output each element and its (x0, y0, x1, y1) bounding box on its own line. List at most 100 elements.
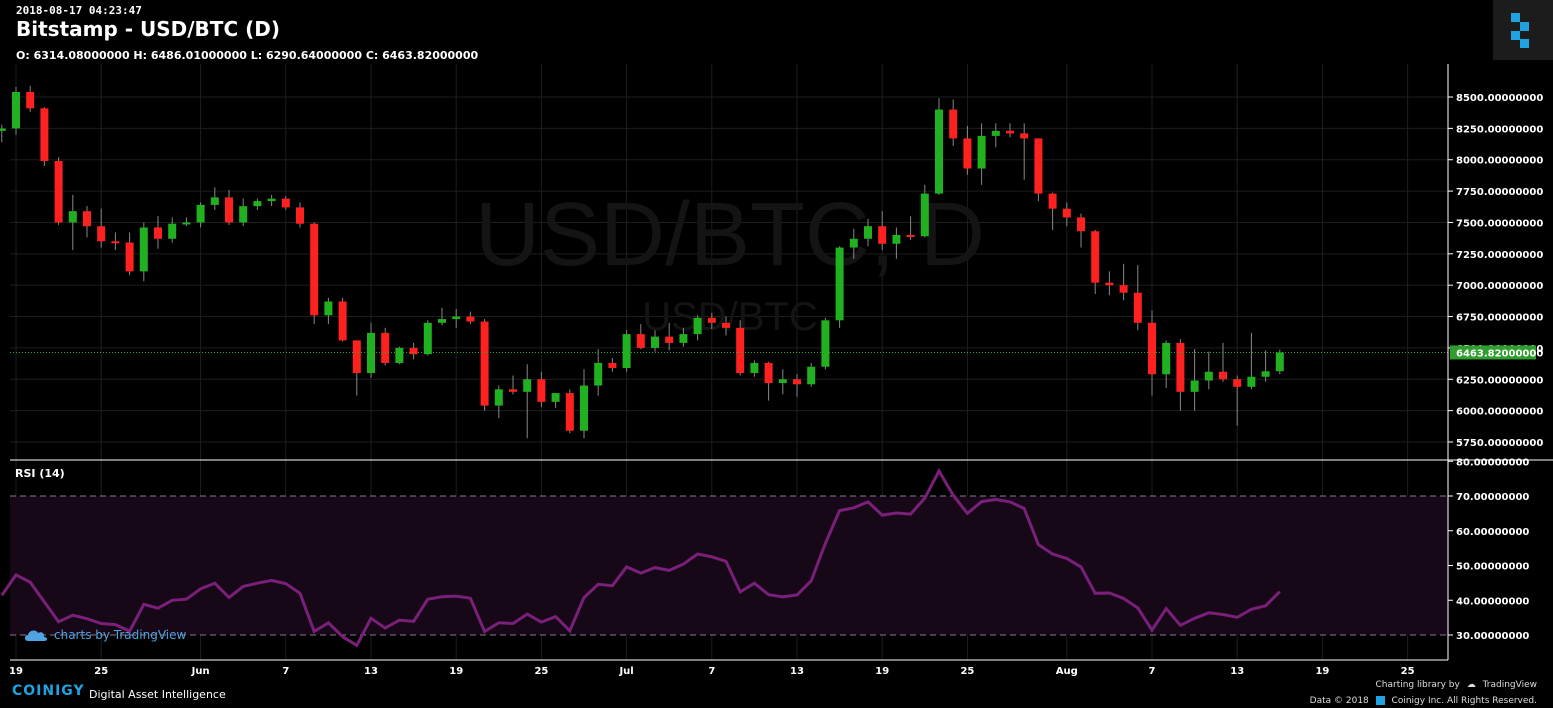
rsi-indicator-label: RSI (14) (15, 467, 65, 480)
rsi-tick-label: 30.00000000 (1456, 631, 1529, 642)
candle (111, 232, 120, 251)
candle-body (864, 226, 872, 239)
tradingview-text: charts by TradingView (54, 628, 187, 642)
credit-line-1-brand[interactable]: TradingView (1482, 680, 1537, 690)
candle-body (1261, 371, 1270, 377)
candle-body (1176, 342, 1185, 392)
candle (991, 123, 1000, 148)
candle-body (1204, 371, 1213, 381)
candle (580, 369, 588, 439)
candle (736, 320, 745, 376)
candle (821, 317, 830, 370)
credit-line-1-text: Charting library by (1375, 680, 1460, 690)
time-tick-label: Aug (1056, 666, 1078, 677)
candle (1261, 350, 1270, 382)
credit-line-2-text: Data © 2018 (1309, 696, 1369, 706)
candle-body (793, 379, 801, 385)
candle-body (991, 130, 1000, 136)
candle-body (409, 347, 418, 355)
rsi-axis-labels: 30.00000000 40.00000000 50.00000000 60.0000… (1448, 457, 1529, 642)
candle (1247, 332, 1256, 390)
candle (565, 389, 574, 434)
price-axis-labels: 5750.00000000 6000.00000000 6250.00000000 6… (1448, 93, 1543, 449)
candle (622, 330, 631, 372)
time-tick-label: 13 (364, 666, 378, 677)
time-tick-label: 25 (1401, 666, 1415, 677)
candle-body (963, 138, 972, 169)
candle (1048, 192, 1057, 230)
candle-body (480, 321, 489, 406)
candle-body (239, 206, 248, 223)
candle-body (338, 301, 347, 341)
candle (935, 98, 943, 195)
candle-body (381, 332, 390, 363)
time-axis-labels: 19 25 Jun 7 13 19 25 Jul 7 13 19 25 Aug 7 13 19 25 (9, 666, 1415, 677)
candle-body (281, 198, 290, 208)
candle-body (154, 227, 162, 239)
price-tick-label: 6750.00000000 (1456, 313, 1543, 324)
candle (722, 316, 730, 336)
candles (0, 85, 1284, 439)
candle-body (324, 301, 333, 316)
candle-body (1006, 130, 1014, 134)
candle-body (1148, 322, 1156, 375)
time-tick-label: 7 (708, 666, 715, 677)
candle-body (54, 160, 63, 223)
time-tick-label: 25 (94, 666, 108, 677)
candle-body (1247, 376, 1256, 387)
candle-body (1062, 208, 1071, 218)
candle-body (906, 235, 915, 237)
candle (0, 124, 6, 143)
candle-body (750, 362, 759, 373)
candle-body (537, 379, 546, 402)
candle (12, 86, 20, 135)
candle (438, 307, 446, 326)
candle (352, 340, 361, 396)
candle (523, 364, 532, 439)
candle (920, 184, 929, 238)
candle-body (594, 362, 603, 386)
candle-body (778, 379, 787, 384)
price-tick-label: 7500.00000000 (1456, 218, 1543, 229)
candle (423, 320, 432, 356)
candle (665, 322, 674, 351)
candle-body (1219, 371, 1227, 380)
candle-body (97, 226, 106, 242)
candle-body (68, 211, 77, 223)
candle-body (651, 336, 659, 348)
candle (480, 319, 489, 411)
candle-body (253, 201, 262, 207)
price-tick-label: 8000.00000000 (1456, 156, 1543, 167)
rsi-tick-label: 40.00000000 (1456, 596, 1529, 607)
time-tick-label: Jun (191, 666, 210, 677)
candle (1219, 342, 1227, 382)
candle-body (40, 108, 49, 161)
candle-body (395, 347, 404, 363)
candle (1204, 351, 1213, 390)
coinigy-logo[interactable] (1493, 0, 1553, 60)
candle (551, 393, 560, 409)
candle (466, 311, 475, 325)
candle (26, 85, 35, 113)
candle (977, 123, 986, 185)
tradingview-link[interactable]: charts by TradingView (24, 628, 186, 642)
time-tick-label: 25 (960, 666, 974, 677)
cloud-icon (25, 630, 47, 641)
candle (1233, 375, 1242, 426)
candle (125, 232, 134, 276)
rsi-tick-label: 70.00000000 (1456, 492, 1529, 503)
footer-tagline: Digital Asset Intelligence (89, 688, 226, 701)
candle-body (296, 207, 304, 224)
chart-watermark: USD/BTC, D USD/BTC (475, 185, 985, 339)
candle (1105, 271, 1114, 296)
candle (1006, 123, 1014, 138)
candle-body (949, 109, 958, 139)
candle (1275, 349, 1284, 375)
rsi-tick-label: 50.00000000 (1456, 562, 1529, 573)
candle-body (707, 317, 716, 323)
candle (367, 322, 375, 379)
candle (310, 222, 319, 325)
candle (97, 208, 106, 248)
candle-body (210, 197, 219, 205)
candle-body (12, 91, 20, 129)
